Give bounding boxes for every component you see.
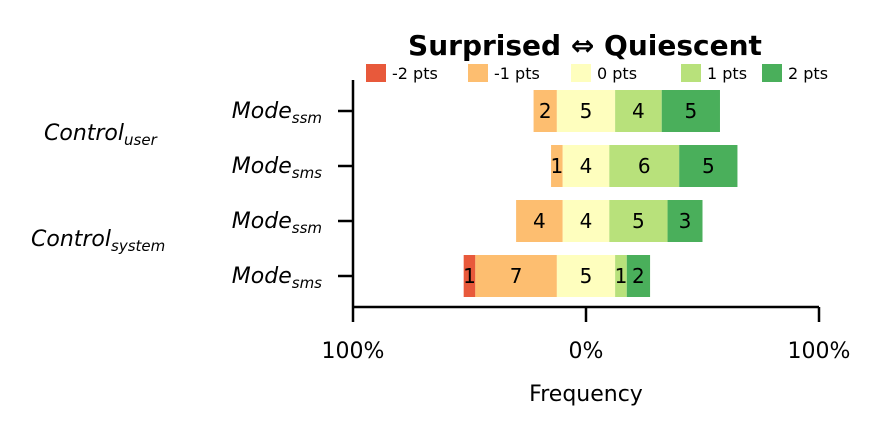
bar-segment xyxy=(463,255,476,297)
segment-value-label: 7 xyxy=(510,264,523,288)
segment-value-label: 3 xyxy=(679,209,692,233)
segment-value-label: 4 xyxy=(533,209,546,233)
group-label: Controlsystem xyxy=(31,227,165,255)
bar-segment xyxy=(615,255,627,297)
segment-value-label: 4 xyxy=(580,154,593,178)
bar-segment xyxy=(516,200,563,242)
bar-segment xyxy=(615,90,662,132)
x-axis-label: Frequency xyxy=(529,382,643,407)
legend-swatch xyxy=(681,64,701,82)
bar-segment xyxy=(679,145,738,187)
bar-segment xyxy=(475,255,557,297)
segment-value-label: 6 xyxy=(638,154,651,178)
legend-swatch xyxy=(571,64,591,82)
x-axis-ticks: 100% 0% 100% xyxy=(322,307,851,364)
bar-segment xyxy=(667,200,703,242)
legend: -2 pts -1 pts 0 pts 1 pts 2 pts xyxy=(366,64,828,83)
y-axis-labels: Modessm Modesms Modessm Modesms Controluser C… xyxy=(31,99,353,292)
segment-value-label: 5 xyxy=(580,99,593,123)
segment-value-label: 1 xyxy=(463,264,476,288)
segment-value-label: 4 xyxy=(632,99,645,123)
segment-value-label: 1 xyxy=(551,154,564,178)
bar-segment xyxy=(551,145,563,187)
bar-segment xyxy=(562,200,610,242)
bar-segment xyxy=(609,145,680,187)
legend-label: -1 pts xyxy=(494,64,540,83)
legend-label: -2 pts xyxy=(392,64,438,83)
segment-value-label: 5 xyxy=(580,264,593,288)
row-label: Modesms xyxy=(232,264,322,292)
segment-value-label: 4 xyxy=(580,209,593,233)
bar-segment xyxy=(609,200,668,242)
bar-segment xyxy=(661,90,720,132)
segment-value-label: 2 xyxy=(539,99,552,123)
bar-segment xyxy=(562,145,610,187)
legend-label: 1 pts xyxy=(707,64,747,83)
group-label: Controluser xyxy=(44,121,158,149)
bar-segment xyxy=(556,255,616,297)
legend-swatch xyxy=(762,64,782,82)
legend-swatch xyxy=(468,64,488,82)
legend-swatch xyxy=(366,64,386,82)
segment-value-label: 5 xyxy=(632,209,645,233)
legend-label: 2 pts xyxy=(788,64,828,83)
bar-segment xyxy=(626,255,651,297)
bars: 2 5 4 51 4 6 54 4 5 31 7 5 1 2 xyxy=(463,90,738,297)
row-label: Modessm xyxy=(232,209,322,237)
x-tick-label: 0% xyxy=(569,339,604,364)
bar-segment xyxy=(556,90,616,132)
segment-value-label: 5 xyxy=(684,99,697,123)
chart-title: Surprised ⇔ Quiescent xyxy=(408,29,762,62)
segment-value-label: 2 xyxy=(632,264,645,288)
x-tick-label: 100% xyxy=(322,339,385,364)
row-label: Modessm xyxy=(232,99,322,127)
segment-value-label: 5 xyxy=(702,154,715,178)
row-label: Modesms xyxy=(232,154,322,182)
x-tick-label: 100% xyxy=(788,339,851,364)
segment-value-label: 1 xyxy=(615,264,628,288)
legend-label: 0 pts xyxy=(597,64,637,83)
bar-segment xyxy=(533,90,557,132)
